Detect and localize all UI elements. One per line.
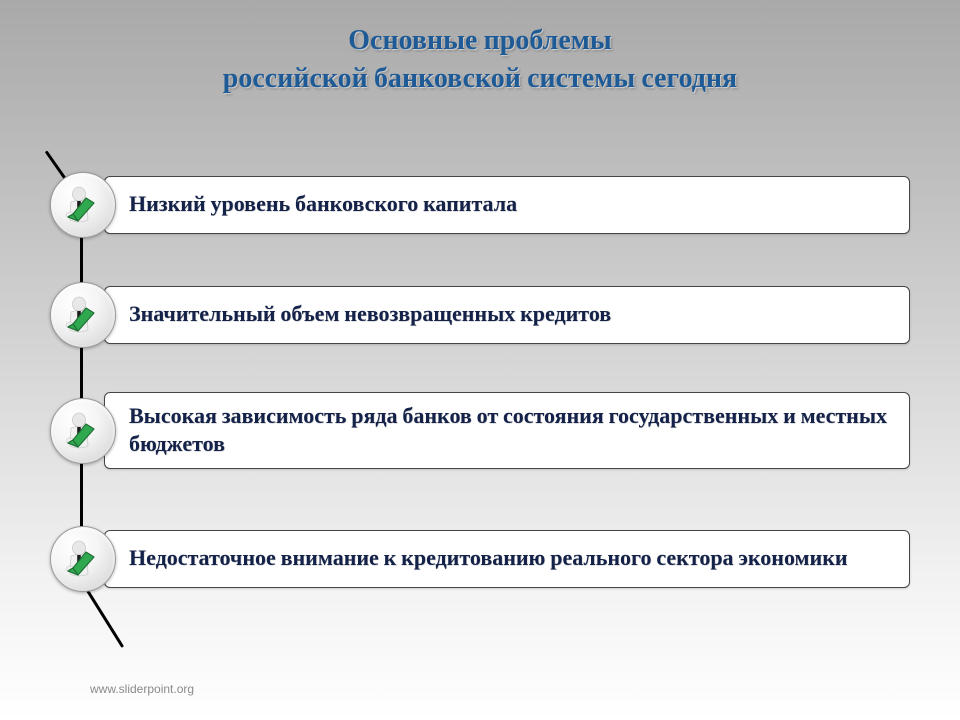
item-box: Недостаточное внимание к кредитованию ре…: [104, 530, 910, 588]
item-text: Недостаточное внимание к кредитованию ре…: [129, 545, 848, 573]
list-item: Высокая зависимость ряда банков от состо…: [50, 392, 910, 469]
list-item: Недостаточное внимание к кредитованию ре…: [50, 526, 910, 592]
checkmark-figure-icon: [50, 282, 116, 348]
title-line-2: российской банковской системы сегодня: [0, 60, 960, 98]
item-box: Высокая зависимость ряда банков от состо…: [104, 392, 910, 469]
list-item: Низкий уровень банковского капитала: [50, 172, 910, 238]
list-item: Значительный объем невозвращенных кредит…: [50, 282, 910, 348]
footer-url: www.sliderpoint.org: [90, 682, 194, 696]
checkmark-figure-icon: [50, 398, 116, 464]
item-text: Высокая зависимость ряда банков от состо…: [129, 403, 893, 458]
checkmark-figure-icon: [50, 172, 116, 238]
item-box: Значительный объем невозвращенных кредит…: [104, 286, 910, 344]
title-line-1: Основные проблемы: [0, 22, 960, 60]
checkmark-figure-icon: [50, 526, 116, 592]
item-text: Низкий уровень банковского капитала: [129, 191, 517, 219]
item-box: Низкий уровень банковского капитала: [104, 176, 910, 234]
slide-title: Основные проблемы российской банковской …: [0, 22, 960, 98]
item-text: Значительный объем невозвращенных кредит…: [129, 301, 611, 329]
